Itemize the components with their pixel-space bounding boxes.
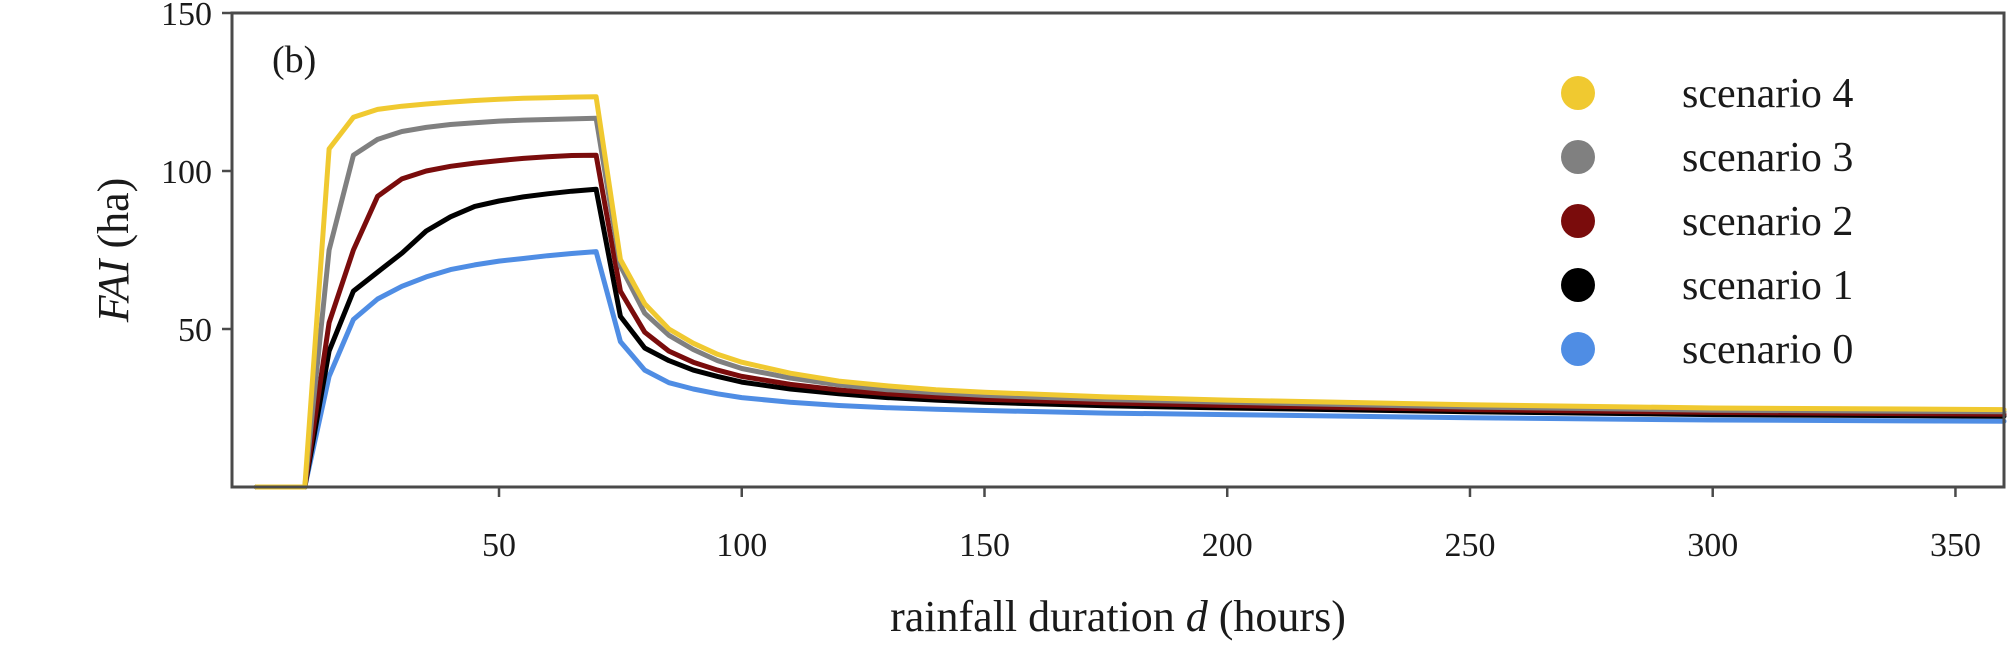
x-axis-label-prefix: rainfall duration <box>890 592 1186 641</box>
x-axis-label: rainfall duration d (hours) <box>890 592 1346 641</box>
x-axis-label-suffix: (hours) <box>1208 592 1346 641</box>
legend-marker <box>1561 76 1595 110</box>
x-tick-label: 300 <box>1687 527 1738 564</box>
series-line-scenario-1 <box>253 186 2007 490</box>
x-tick-label: 200 <box>1202 527 1253 564</box>
y-tick-label: 50 <box>178 312 212 349</box>
y-axis-label: FAI (ha) <box>89 178 138 324</box>
y-axis-label-unit: (ha) <box>89 178 138 260</box>
legend-marker <box>1561 268 1595 302</box>
legend-label: scenario 0 <box>1682 327 1853 373</box>
y-tick-label: 100 <box>161 154 212 191</box>
y-tick-label: 150 <box>161 0 212 33</box>
legend-label: scenario 4 <box>1682 71 1853 117</box>
legend-label: scenario 2 <box>1682 199 1853 245</box>
legend: scenario 4 scenario 3 scenario 2 scenario 1… <box>1561 71 1853 373</box>
x-axis-label-var: d <box>1186 592 1209 641</box>
legend-marker <box>1561 332 1595 366</box>
x-tick-label: 350 <box>1930 527 1981 564</box>
series-line-scenario-4 <box>253 94 2007 490</box>
y-axis-ticks: 50 100 150 <box>161 0 232 349</box>
series-line-scenario-0 <box>253 249 2007 490</box>
x-axis-ticks: 50 100 150 200 250 300 350 <box>482 487 1981 564</box>
x-tick-label: 100 <box>716 527 767 564</box>
series-line-scenario-2 <box>253 152 2007 490</box>
legend-marker <box>1561 140 1595 174</box>
series-lines <box>253 94 2007 490</box>
x-tick-label: 150 <box>959 527 1010 564</box>
legend-marker <box>1561 204 1595 238</box>
legend-label: scenario 3 <box>1682 135 1853 181</box>
x-tick-label: 50 <box>482 527 516 564</box>
plot-frame <box>230 11 2006 489</box>
panel-label: (b) <box>272 39 316 81</box>
y-axis-label-var: FAI <box>89 257 138 323</box>
x-tick-label: 250 <box>1444 527 1495 564</box>
series-line-scenario-3 <box>253 115 2007 490</box>
legend-label: scenario 1 <box>1682 263 1853 309</box>
